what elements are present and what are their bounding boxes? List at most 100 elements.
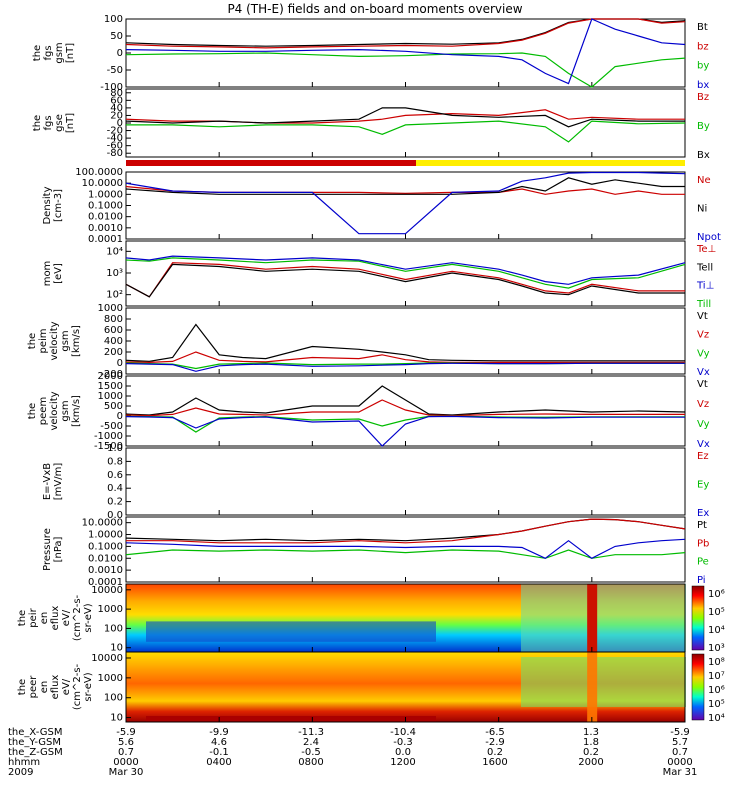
y-tick-label: 0.4: [107, 483, 123, 494]
series-line-Te⊥: [125, 262, 685, 298]
y-tick-label: 10.0000: [82, 178, 123, 189]
y-axis-label: the peim velocity gsm [km/s]: [27, 321, 82, 360]
y-tick-label: 0.0100: [88, 212, 123, 223]
y-tick-label: 10: [110, 643, 123, 654]
y-axis-label-line: the: [32, 45, 43, 61]
ephemeris-value: 0.7: [118, 747, 134, 758]
y-tick-label: 10⁴: [106, 246, 123, 257]
series-line-Vx: [125, 415, 685, 447]
y-tick-label: 20: [110, 110, 123, 121]
y-tick-label: 0: [117, 358, 123, 369]
y-tick-label: 60: [110, 95, 123, 106]
y-axis-label-line: Pressure: [42, 528, 53, 571]
y-axis-label-line: peim: [38, 328, 49, 353]
y-tick-label: 1500: [98, 381, 123, 392]
panel-frame: [125, 88, 686, 158]
ephemeris-value: -0.1: [209, 747, 229, 758]
colorbar: [691, 653, 705, 721]
y-axis-label-line: peem: [38, 397, 49, 425]
ephemeris-value: 0.0: [395, 747, 411, 758]
ephemeris-value: -9.9: [209, 727, 229, 738]
series-line-bx: [125, 18, 686, 85]
figure-title: P4 (TH-E) fields and on-board moments ov…: [227, 2, 522, 16]
y-tick-label: -100: [100, 82, 123, 93]
legend-entry: Bx: [697, 150, 710, 161]
y-tick-label: -40: [107, 133, 123, 144]
y-axis-label-line: en: [39, 612, 50, 625]
ephemeris-value: 2.4: [303, 737, 319, 748]
heatmap-low-energy-band: [146, 716, 436, 722]
series-line-By: [126, 120, 686, 143]
y-axis-label-line: sr-eV): [83, 672, 94, 701]
y-tick-label: -20: [107, 126, 123, 137]
panel-fgs_gsm: 100 50 0 -50 -100 the fgs gsm [nT] Bt bz by bx: [32, 14, 709, 93]
y-axis-label: E=-VxB [mV/m]: [42, 463, 64, 501]
y-tick-label: 100.0000: [75, 167, 123, 178]
legend-entry: Tell: [696, 262, 713, 273]
y-axis-label-line: the: [32, 115, 43, 131]
y-tick-label: 1000: [98, 673, 123, 684]
ephemeris-value: 1600: [482, 757, 507, 768]
series-line-Bx: [125, 107, 685, 128]
y-tick-label: 50: [110, 31, 123, 42]
y-axis-label-line: [km/s]: [71, 325, 82, 357]
legend-entry: Bt: [697, 22, 708, 33]
y-axis-label: the fgs gsm [nT]: [32, 42, 76, 63]
y-tick-label: 2000: [98, 371, 123, 382]
legend-entry: By: [697, 121, 710, 132]
y-tick-label: -200: [100, 369, 123, 380]
y-axis-label: the peir en eflux eV/(cm^2-s-sr-eV): [17, 594, 94, 641]
y-tick-label: 0.0001: [88, 234, 123, 245]
y-tick-label: 100: [104, 693, 123, 704]
y-axis-label-line: gsm: [54, 42, 65, 63]
series-line-by: [125, 52, 686, 88]
y-axis-label-line: [cm-3]: [53, 189, 64, 222]
ephemeris-value: -6.5: [485, 727, 505, 738]
ephemeris-value: 0000: [667, 757, 692, 768]
ephemeris-value: -0.3: [393, 737, 413, 748]
y-axis-label-line: peer: [28, 675, 39, 699]
legend-entry: Ey: [697, 480, 709, 491]
colorbar-tick-label: 10⁸: [708, 657, 725, 668]
legend-entry: Vx: [697, 367, 710, 378]
colorbar-tick-label: 10³: [708, 643, 725, 654]
series-line-Vz: [125, 351, 685, 364]
y-axis-label-line: the: [17, 679, 28, 695]
legend-entry: Ti⊥: [696, 281, 714, 292]
legend-entry: Vt: [697, 379, 708, 390]
y-axis-label-line: fgs: [43, 45, 54, 60]
legend-entry: Vy: [697, 348, 710, 359]
colorbar-tick-label: 10⁵: [708, 607, 725, 618]
legend-entry: Bz: [697, 92, 709, 103]
y-axis-label-line: [nT]: [65, 43, 76, 63]
panel-temperature: 10⁴ 10³ 10² mom [eV] Te⊥ Tell Ti⊥ Till: [42, 240, 716, 310]
legend-entry: Vx: [697, 439, 710, 450]
y-tick-label: 10.0000: [82, 518, 123, 529]
y-axis-label: Density [cm-3]: [42, 186, 64, 224]
y-axis-label-line: eV/: [61, 609, 72, 626]
legend-entry: bz: [697, 41, 709, 52]
y-axis-label-line: sr-eV): [83, 603, 94, 632]
y-tick-label: -80: [107, 148, 123, 159]
ephemeris-value: -2.9: [485, 737, 505, 748]
ephemeris-value: -5.9: [116, 727, 136, 738]
panel-frame: [125, 516, 686, 583]
y-tick-label: 10³: [106, 268, 123, 279]
series-line-Pb: [126, 518, 686, 544]
y-tick-label: 1000: [98, 303, 123, 314]
y-axis-label-line: gse: [54, 114, 65, 132]
legend-entry: Ni: [697, 204, 707, 215]
y-tick-label: 1000: [98, 391, 123, 402]
y-axis-label-line: fgs: [43, 115, 54, 130]
y-tick-label: 1.0000: [88, 189, 123, 200]
y-tick-label: 1.0000: [88, 530, 123, 541]
series-line-Till: [125, 257, 686, 289]
y-axis-label-line: Density: [42, 186, 53, 224]
y-tick-label: 100: [104, 623, 123, 634]
y-axis-label-line: [eV]: [53, 263, 64, 284]
ephemeris-value: 0400: [206, 757, 231, 768]
